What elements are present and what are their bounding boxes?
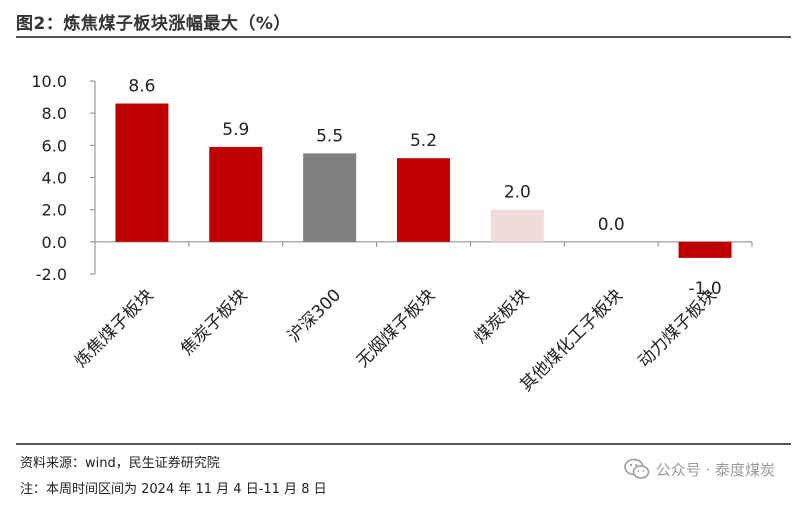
- category-label: 无烟煤子板块: [353, 285, 439, 371]
- y-tick-label: 8.0: [42, 104, 67, 123]
- category-label: 炼焦煤子板块: [71, 285, 157, 371]
- category-label: 动力煤子板块: [634, 285, 720, 371]
- bar-chart: 10.0 8.0 6.0 4.0 2.0 0.0 -2.0 8.6 炼焦煤子板块 5.9 焦炭子板块…: [31, 72, 753, 396]
- source-note: 资料来源：wind，民生证券研究院: [20, 456, 220, 471]
- bar: [490, 209, 544, 242]
- y-tick-label: 2.0: [42, 201, 67, 220]
- y-tick-label: 0.0: [42, 233, 67, 252]
- category-label: 焦炭子板块: [177, 285, 251, 359]
- chart-title: 图2：炼焦煤子板块涨幅最大（%）: [16, 14, 291, 34]
- value-label: 5.5: [316, 126, 343, 146]
- value-label: 8.6: [128, 77, 155, 97]
- bar: [678, 241, 732, 258]
- value-label: 2.0: [504, 183, 531, 203]
- y-tick-label: 4.0: [42, 169, 67, 188]
- value-label: -1.0: [688, 279, 721, 299]
- top-divider: [16, 36, 791, 38]
- y-tick-label: 6.0: [42, 136, 67, 155]
- period-note: 注：本周时间区间为 2024 年 11 月 4 日-11 月 8 日: [20, 482, 327, 497]
- watermark: 公众号 · 泰度煤炭: [623, 458, 775, 480]
- bar: [115, 103, 169, 242]
- wechat-icon: [623, 458, 649, 479]
- y-tick-label: -2.0: [36, 265, 67, 284]
- bar: [397, 158, 450, 242]
- watermark-text: 公众号 · 泰度煤炭: [655, 460, 775, 479]
- bar: [209, 146, 263, 242]
- category-label: 沪深300: [284, 285, 345, 346]
- y-tick-label: 10.0: [31, 72, 67, 91]
- bottom-divider: [16, 443, 791, 445]
- bar: [303, 153, 357, 242]
- value-label: 0.0: [598, 215, 625, 235]
- value-label: 5.9: [222, 120, 249, 140]
- value-label: 5.2: [410, 131, 437, 151]
- category-label: 其他煤化工子板块: [516, 285, 626, 395]
- category-label: 煤炭板块: [471, 285, 533, 347]
- title-bar: 图2：炼焦煤子板块涨幅最大（%）: [16, 5, 791, 35]
